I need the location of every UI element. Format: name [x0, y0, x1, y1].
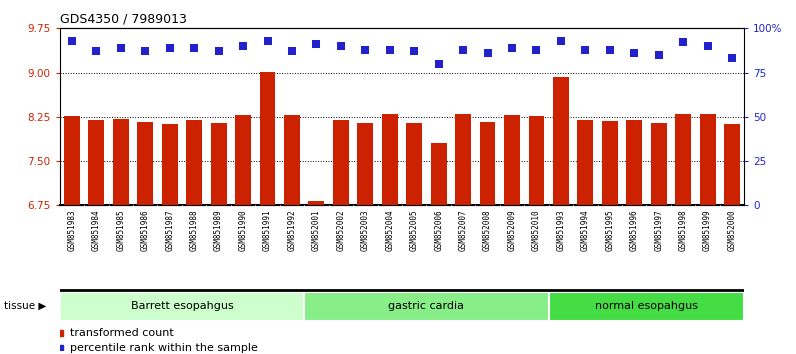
Point — [726, 56, 739, 61]
Bar — [60, 292, 304, 321]
Bar — [651, 123, 666, 205]
Point — [213, 48, 225, 54]
Text: GSM852000: GSM852000 — [728, 210, 736, 251]
Point — [236, 43, 249, 49]
Text: GSM851996: GSM851996 — [630, 210, 638, 251]
Bar — [504, 115, 520, 205]
Point — [603, 47, 616, 52]
Bar — [309, 201, 324, 205]
Bar — [333, 120, 349, 205]
Bar — [626, 120, 642, 205]
Text: GSM851997: GSM851997 — [654, 210, 663, 251]
Text: gastric cardia: gastric cardia — [388, 301, 464, 310]
Point — [505, 45, 518, 51]
Point — [701, 43, 714, 49]
Point — [310, 41, 323, 47]
Bar — [577, 120, 593, 205]
Bar — [602, 121, 618, 205]
Text: GSM852002: GSM852002 — [337, 210, 345, 251]
Bar — [724, 124, 740, 205]
Point — [481, 50, 494, 56]
Text: GDS4350 / 7989013: GDS4350 / 7989013 — [60, 13, 186, 26]
Point — [188, 45, 201, 51]
Text: GSM851987: GSM851987 — [166, 210, 174, 251]
Text: GSM851985: GSM851985 — [116, 210, 125, 251]
Bar — [186, 120, 202, 205]
Bar — [88, 120, 104, 205]
Point — [652, 52, 665, 58]
Text: GSM852007: GSM852007 — [458, 210, 467, 251]
Bar — [162, 125, 178, 205]
Bar — [700, 114, 716, 205]
Text: GSM852010: GSM852010 — [532, 210, 541, 251]
Text: GSM851995: GSM851995 — [605, 210, 615, 251]
Bar — [211, 123, 227, 205]
Text: GSM851994: GSM851994 — [581, 210, 590, 251]
Point — [432, 61, 445, 67]
Point — [261, 38, 274, 44]
Text: GSM851989: GSM851989 — [214, 210, 223, 251]
Point — [139, 48, 151, 54]
Point — [359, 47, 372, 52]
Bar — [553, 77, 569, 205]
Point — [579, 47, 591, 52]
Bar — [675, 114, 691, 205]
Text: transformed count: transformed count — [70, 329, 174, 338]
Text: GSM852001: GSM852001 — [312, 210, 321, 251]
Bar — [406, 123, 422, 205]
Point — [65, 38, 78, 44]
Bar — [357, 123, 373, 205]
Point — [384, 47, 396, 52]
Text: Barrett esopahgus: Barrett esopahgus — [131, 301, 233, 310]
Point — [457, 47, 470, 52]
Point — [628, 50, 641, 56]
Text: GSM851992: GSM851992 — [287, 210, 296, 251]
Point — [555, 38, 568, 44]
Text: GSM852008: GSM852008 — [483, 210, 492, 251]
Bar — [382, 114, 398, 205]
Text: GSM851988: GSM851988 — [189, 210, 199, 251]
Bar — [113, 119, 129, 205]
Text: percentile rank within the sample: percentile rank within the sample — [70, 343, 258, 353]
Text: GSM851998: GSM851998 — [679, 210, 688, 251]
Bar — [548, 292, 744, 321]
Bar — [259, 72, 275, 205]
Point — [677, 40, 689, 45]
Bar — [138, 122, 153, 205]
Bar — [431, 143, 447, 205]
Point — [286, 48, 298, 54]
Point — [530, 47, 543, 52]
Bar — [529, 116, 544, 205]
Point — [115, 45, 127, 51]
Text: normal esopahgus: normal esopahgus — [595, 301, 698, 310]
Text: GSM852006: GSM852006 — [434, 210, 443, 251]
Text: GSM852004: GSM852004 — [385, 210, 394, 251]
Text: GSM851983: GSM851983 — [68, 210, 76, 251]
Text: GSM851991: GSM851991 — [263, 210, 272, 251]
Text: GSM852005: GSM852005 — [410, 210, 419, 251]
Bar — [480, 122, 495, 205]
Text: GSM851999: GSM851999 — [703, 210, 712, 251]
Text: GSM851984: GSM851984 — [92, 210, 101, 251]
Text: GSM851990: GSM851990 — [239, 210, 248, 251]
Point — [334, 43, 347, 49]
Point — [90, 48, 103, 54]
Text: GSM851986: GSM851986 — [141, 210, 150, 251]
Text: GSM852003: GSM852003 — [361, 210, 370, 251]
Text: GSM852009: GSM852009 — [508, 210, 517, 251]
Bar — [235, 115, 251, 205]
Text: GSM851993: GSM851993 — [556, 210, 565, 251]
Point — [163, 45, 176, 51]
Bar — [284, 115, 300, 205]
Point — [408, 48, 420, 54]
Bar — [455, 114, 471, 205]
Text: tissue ▶: tissue ▶ — [4, 301, 46, 311]
Bar — [64, 116, 80, 205]
Bar — [304, 292, 548, 321]
